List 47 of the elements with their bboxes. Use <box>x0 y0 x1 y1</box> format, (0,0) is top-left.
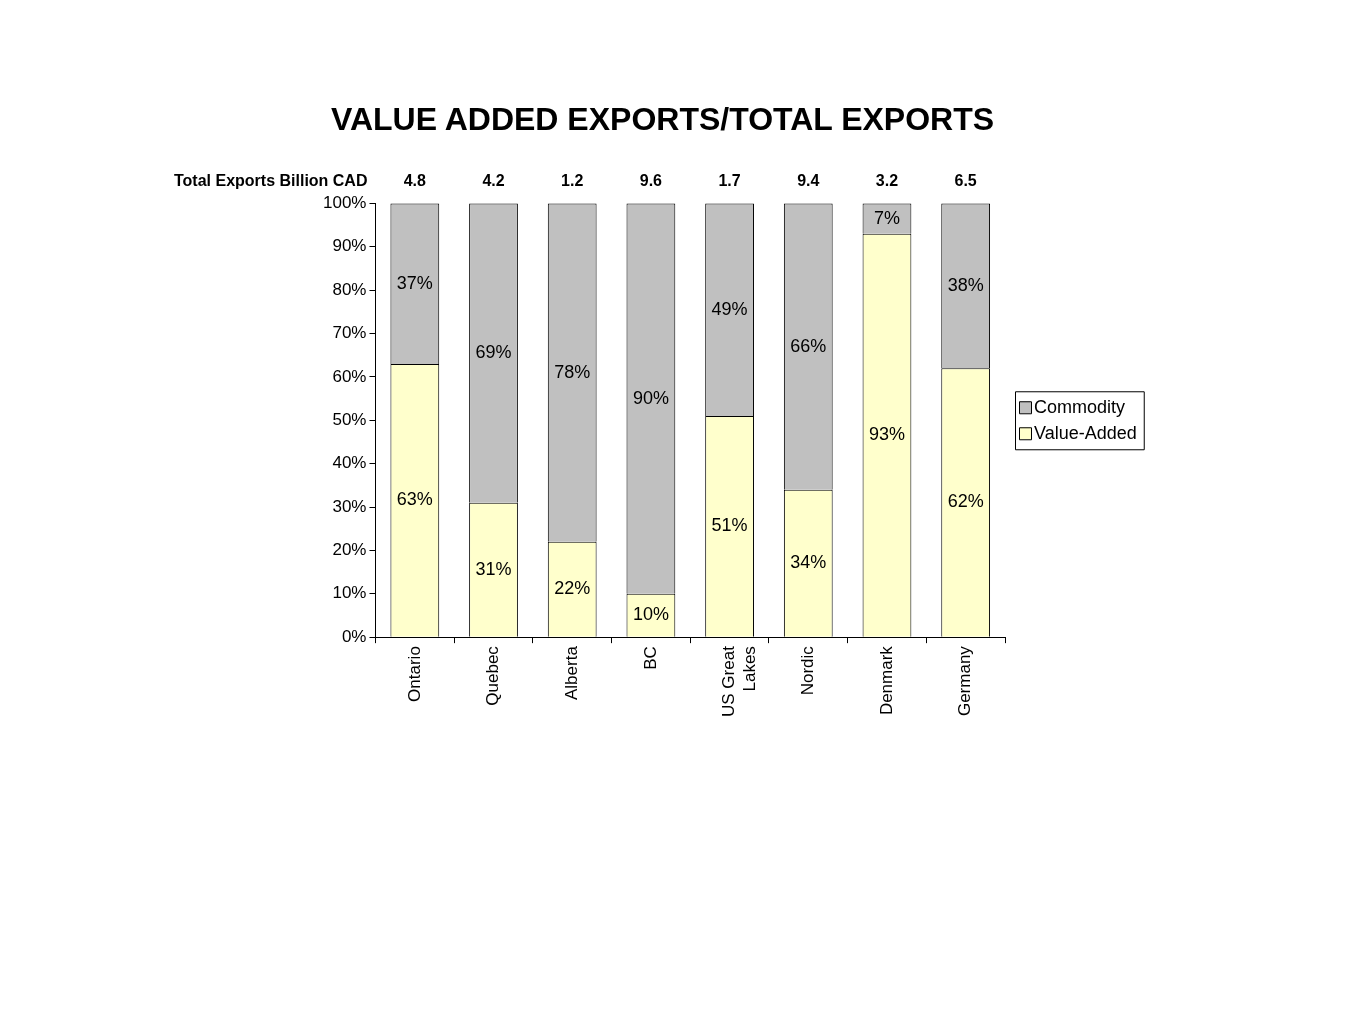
x-tick-label: Alberta <box>561 645 581 701</box>
chart-title: VALUE ADDED EXPORTS/TOTAL EXPORTS <box>330 101 995 138</box>
x-tick-label: BC <box>640 646 660 670</box>
x-tick-label: Ontario <box>404 646 424 702</box>
data-label: 69% <box>475 342 512 363</box>
data-label: 63% <box>396 489 433 510</box>
x-tick-label: US Great Lakes <box>719 645 759 717</box>
data-label: 7% <box>873 207 900 228</box>
legend-label: Commodity <box>1034 397 1126 418</box>
y-tick-label: 30% <box>332 496 367 516</box>
x-tick-label: Denmark <box>876 645 896 716</box>
y-tick-label: 10% <box>332 583 367 603</box>
text: 1.2 <box>561 171 584 189</box>
text: 9.4 <box>797 171 820 189</box>
y-tick-label: 20% <box>332 540 367 560</box>
y-tick-label: 40% <box>332 453 367 473</box>
x-tick-label: Nordic <box>797 645 817 696</box>
y-tick-label: 0% <box>341 626 367 646</box>
data-label: 66% <box>790 335 827 356</box>
x-tick-label: Germany <box>955 645 975 717</box>
data-label: 62% <box>947 491 984 512</box>
text: 6.5 <box>954 171 977 189</box>
text: 1.7 <box>718 171 741 189</box>
y-tick-label: 80% <box>332 279 367 299</box>
y-tick-label: 70% <box>332 323 367 343</box>
data-label: 10% <box>632 604 669 625</box>
data-label: 78% <box>554 361 591 382</box>
data-label: 34% <box>790 552 827 573</box>
y-tick-label: 100% <box>323 193 367 213</box>
data-label: 31% <box>475 558 512 579</box>
text: 3.2 <box>875 171 899 189</box>
text: 9.6 <box>639 171 663 189</box>
y-tick-label: 60% <box>332 366 367 386</box>
data-label: 51% <box>711 515 748 536</box>
data-label: 49% <box>711 298 748 319</box>
data-label: 93% <box>868 424 905 445</box>
data-label: 90% <box>632 387 669 408</box>
text: 4.2 <box>482 171 505 189</box>
y-tick-label: 50% <box>332 409 367 429</box>
x-tick-label: Quebec <box>483 645 503 706</box>
text: Total Exports Billion CAD <box>174 171 368 189</box>
data-label: 22% <box>554 578 591 599</box>
data-label: 38% <box>947 274 984 295</box>
y-tick-label: 90% <box>332 236 367 256</box>
legend-label: Value-Added <box>1034 423 1137 444</box>
data-label: 37% <box>396 272 433 293</box>
text: 4.8 <box>403 171 427 189</box>
